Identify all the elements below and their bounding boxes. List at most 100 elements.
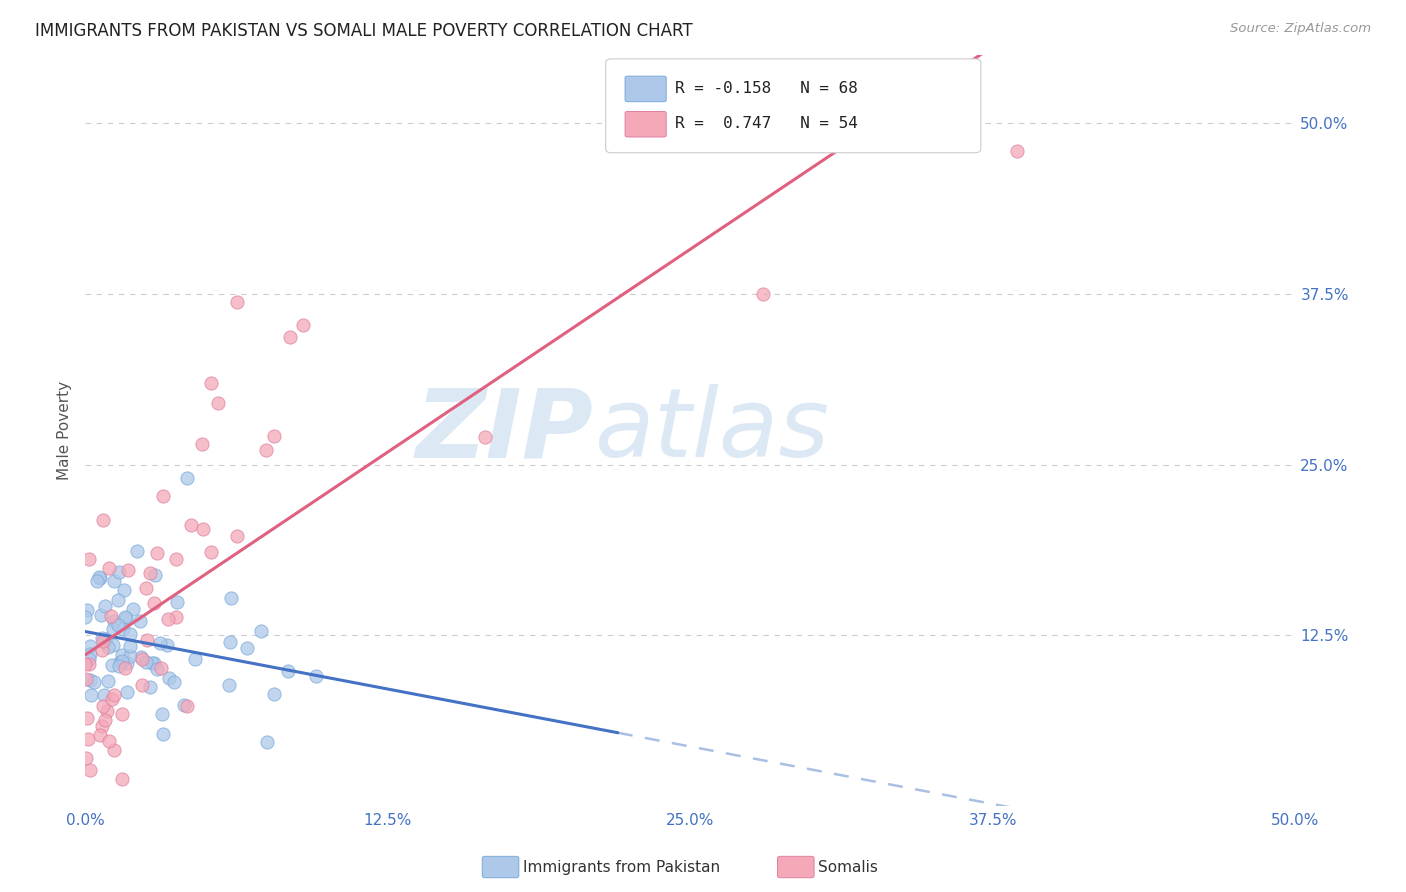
Point <box>200 544 222 558</box>
Y-axis label: Male Poverty: Male Poverty <box>58 381 72 480</box>
Point <box>125 543 148 558</box>
Point <box>107 593 129 607</box>
Point <box>143 657 166 671</box>
Point <box>166 595 188 609</box>
Text: ZIP: ZIP <box>416 384 593 477</box>
Point <box>91 698 114 713</box>
Point <box>103 574 125 588</box>
Point <box>80 689 103 703</box>
Point <box>143 568 166 582</box>
Point <box>122 602 145 616</box>
Point <box>218 678 240 692</box>
Point <box>263 429 285 443</box>
Point <box>292 318 315 332</box>
Point <box>79 673 101 688</box>
Point <box>149 636 172 650</box>
Point <box>75 657 97 672</box>
Point <box>165 552 187 566</box>
Point <box>97 640 120 654</box>
Point <box>96 704 118 718</box>
Point <box>89 728 111 742</box>
Point <box>93 689 115 703</box>
Point <box>129 649 152 664</box>
Point <box>152 489 174 503</box>
Point <box>94 632 117 647</box>
Point <box>94 599 117 614</box>
Point <box>75 610 97 624</box>
Text: Source: ZipAtlas.com: Source: ZipAtlas.com <box>1230 22 1371 36</box>
Point <box>75 672 97 686</box>
Point <box>149 661 172 675</box>
Point <box>190 437 212 451</box>
Point <box>165 610 187 624</box>
Text: R = -0.158   N = 68: R = -0.158 N = 68 <box>675 80 858 95</box>
Point <box>225 295 247 310</box>
Point <box>89 570 111 584</box>
Point <box>146 662 169 676</box>
Point <box>114 661 136 675</box>
Point <box>97 560 120 574</box>
Point <box>176 699 198 714</box>
Point <box>76 603 98 617</box>
Point <box>173 698 195 712</box>
Point <box>110 655 132 669</box>
Point <box>97 673 120 688</box>
Point <box>143 596 166 610</box>
Text: Somalis: Somalis <box>818 860 879 874</box>
Point <box>191 522 214 536</box>
Point <box>131 678 153 692</box>
Point <box>77 552 100 566</box>
Point <box>100 608 122 623</box>
Text: Immigrants from Pakistan: Immigrants from Pakistan <box>523 860 720 874</box>
Point <box>100 658 122 673</box>
Point <box>163 675 186 690</box>
Point <box>83 675 105 690</box>
Text: R =  0.747   N = 54: R = 0.747 N = 54 <box>675 116 858 131</box>
Point <box>226 529 249 543</box>
Point <box>146 546 169 560</box>
Point <box>86 574 108 589</box>
Point <box>90 608 112 623</box>
Point <box>117 685 139 699</box>
Point <box>107 617 129 632</box>
Point <box>76 711 98 725</box>
Point <box>152 727 174 741</box>
Point <box>141 656 163 670</box>
Point <box>75 751 97 765</box>
Point <box>134 581 156 595</box>
Point <box>236 641 259 656</box>
Point <box>90 631 112 645</box>
Point <box>219 591 242 606</box>
Point <box>219 635 242 649</box>
Point <box>108 658 131 673</box>
Point <box>115 611 138 625</box>
Point <box>114 610 136 624</box>
Point <box>94 713 117 727</box>
Point <box>150 706 173 721</box>
Point <box>131 652 153 666</box>
Point <box>111 772 134 786</box>
Point <box>184 652 207 666</box>
Point <box>254 443 277 458</box>
Point <box>1005 144 1028 158</box>
Point <box>139 680 162 694</box>
Text: atlas: atlas <box>593 384 828 477</box>
Point <box>103 743 125 757</box>
Point <box>474 430 496 444</box>
Point <box>79 764 101 778</box>
Point <box>120 640 142 654</box>
Point <box>263 687 285 701</box>
Point <box>136 632 159 647</box>
Point <box>207 396 229 410</box>
Point <box>157 671 180 685</box>
Point <box>107 565 129 579</box>
Point <box>120 648 142 663</box>
Point <box>277 664 299 678</box>
Point <box>90 719 112 733</box>
Point <box>135 655 157 669</box>
Point <box>79 657 101 671</box>
Point <box>77 651 100 665</box>
Point <box>91 634 114 648</box>
Text: IMMIGRANTS FROM PAKISTAN VS SOMALI MALE POVERTY CORRELATION CHART: IMMIGRANTS FROM PAKISTAN VS SOMALI MALE … <box>35 22 693 40</box>
Point <box>76 732 98 747</box>
